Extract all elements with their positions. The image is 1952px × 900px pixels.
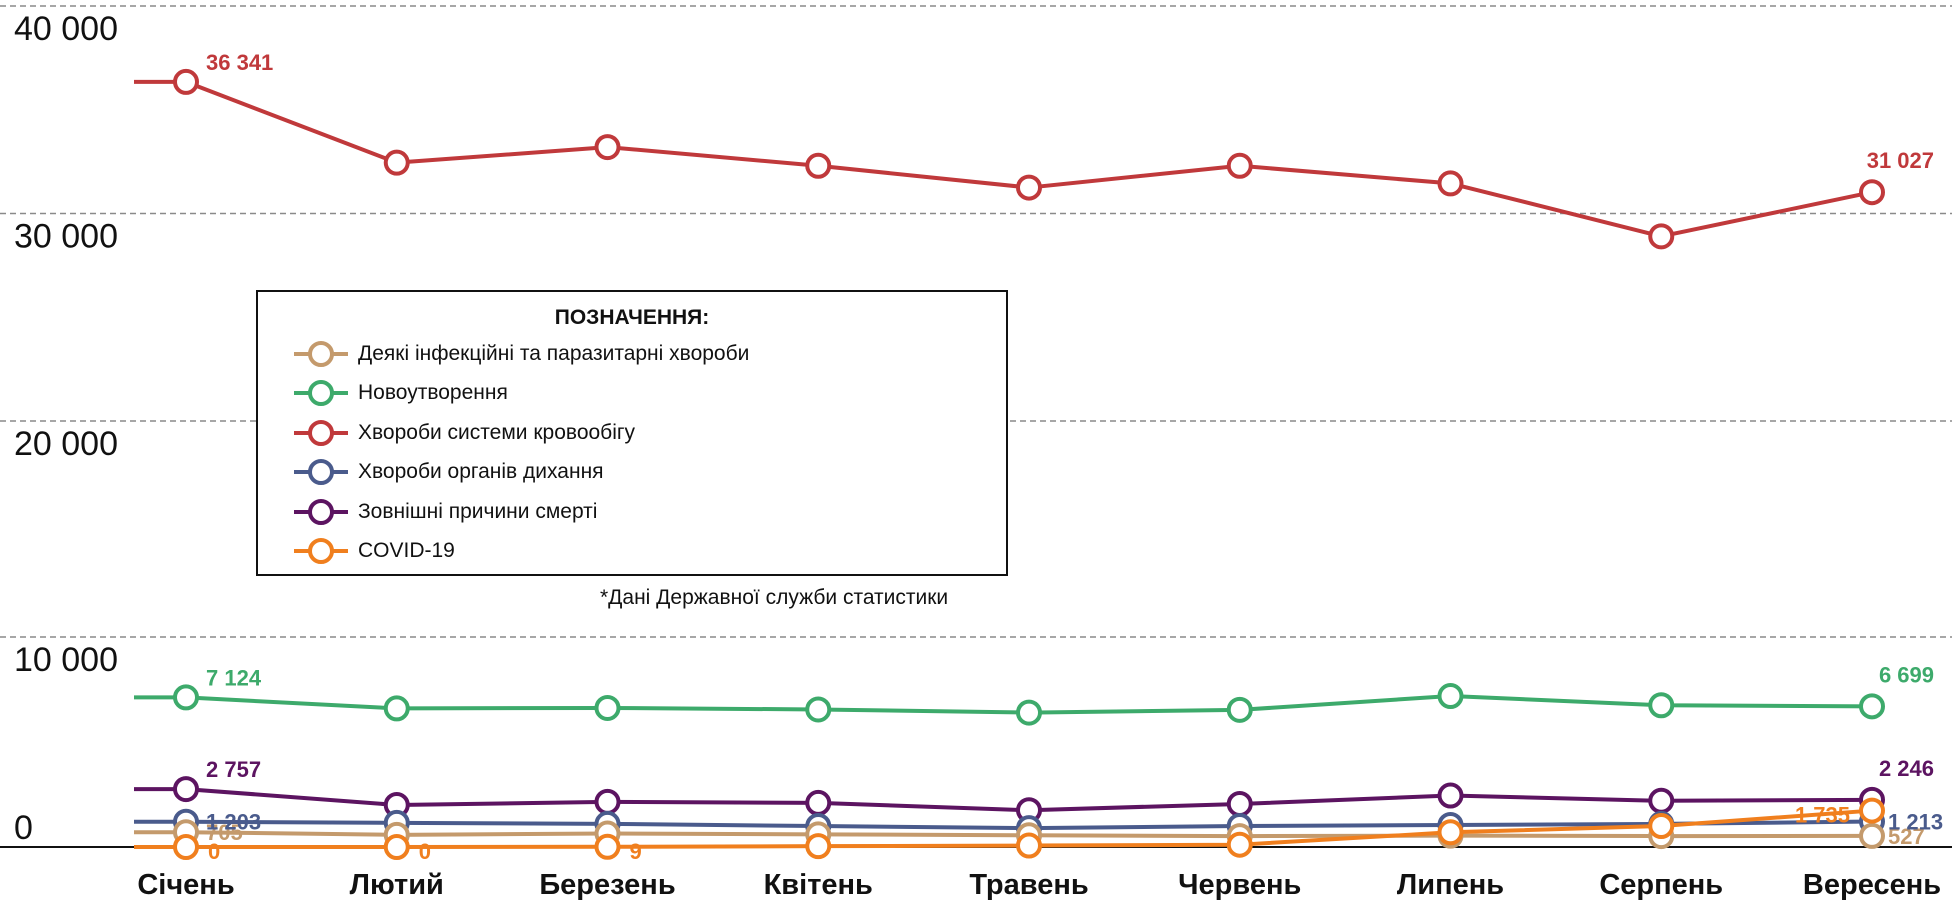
data-point [383,149,410,176]
data-point [594,694,621,721]
legend-label: Хвороби органів дихання [358,460,604,484]
data-point [805,833,832,860]
series-2 [134,683,1885,726]
legend-item: Хвороби органів дихання [258,453,1006,493]
data-label: 1 203 [206,810,261,835]
series-line [134,694,1873,715]
data-point [805,152,832,179]
x-tick-label: Вересень [1803,869,1941,900]
source-note: *Дані Державної служби статистики [600,586,949,609]
x-axis-ticks: Січень Лютий Березень Квітень Травень Червень… [137,869,1941,900]
series-line [134,79,1873,239]
series-line [134,808,1873,849]
x-tick-label: Липень [1397,869,1504,900]
data-point [1437,819,1464,846]
legend-label: COVID-19 [358,539,455,563]
data-label: 6 699 [1879,662,1934,687]
legend-marker-icon [294,538,348,565]
x-tick-label: Січень [137,869,234,900]
data-point [173,834,199,860]
series-line [134,819,1873,831]
data-label: 1 213 [1888,810,1943,835]
series-6 [134,797,1885,860]
series-line [134,830,1873,839]
data-point [1859,797,1885,824]
data-point [1648,692,1675,719]
data-label: 7 124 [206,665,262,690]
data-point [173,684,199,711]
y-axis-ticks: 40 000 30 000 20 000 10 000 0 [14,10,118,847]
legend-label: Зовнішні причини смерті [358,499,598,523]
data-point [383,834,410,860]
series-5 [134,776,1885,824]
series-layer [134,68,1885,860]
legend-marker-icon [294,459,348,486]
data-point [1226,831,1253,858]
data-label: 705 [206,820,243,845]
data-label: 527 [1888,824,1925,849]
x-tick-label: Травень [969,869,1088,900]
legend-item: Хвороби системи кровообігу [258,413,1006,453]
y-tick-label: 20 000 [14,425,118,463]
y-tick-label: 30 000 [14,218,118,256]
data-point [1437,170,1464,197]
legend-label: Деякі інфекційні та паразитарні хвороби [358,341,750,365]
legend-label: Новоутворення [358,381,508,405]
legend-marker-icon [294,340,348,367]
data-point [594,833,621,860]
legend: ПОЗНАЧЕННЯ: Деякі інфекційні та паразита… [256,290,1008,576]
x-tick-label: Квітень [764,869,873,900]
data-point [1226,696,1253,723]
data-label: 9 [630,839,642,864]
y-tick-label: 40 000 [14,10,118,48]
data-point [173,776,199,803]
data-point [1648,813,1675,839]
data-point [805,789,832,816]
data-point [594,788,621,815]
legend-item: Новоутворення [258,374,1006,414]
legend-marker-icon [294,380,348,407]
data-point [1016,832,1042,859]
data-point [1437,782,1464,809]
data-point [805,696,832,723]
data-label: 2 246 [1879,756,1934,781]
data-point [1859,822,1885,849]
series-line [134,787,1873,813]
legend-marker-icon [294,498,348,525]
legend-title: ПОЗНАЧЕННЯ: [554,306,710,329]
data-point [173,68,199,95]
data-point [1648,787,1675,814]
data-label: 0 [208,839,220,864]
data-point [1016,174,1042,201]
data-point [1226,790,1253,817]
data-point [1859,179,1885,206]
data-point [1437,683,1464,710]
data-labels: 705 527 7 124 6 699 36 341 31 027 1 203 1 213 2 … [206,50,1943,864]
data-point [594,134,621,161]
x-tick-label: Серпень [1599,869,1723,900]
data-point [1016,699,1042,726]
series-3 [134,68,1885,250]
data-label: 1 735 [1795,803,1850,828]
data-point [1226,152,1253,179]
data-label: 31 027 [1867,148,1934,173]
legend-marker-icon [294,419,348,446]
legend-item: COVID-19 [258,532,1006,572]
data-point [1859,693,1885,720]
legend-item: Зовнішні причини смерті [258,492,1006,532]
data-label: 0 [419,839,431,864]
x-tick-label: Лютий [350,869,444,900]
data-point [383,695,410,722]
x-tick-label: Березень [539,869,675,900]
y-tick-label: 0 [14,809,33,847]
data-label: 2 757 [206,757,261,782]
legend-label: Хвороби системи кровообігу [358,420,636,444]
y-tick-label: 10 000 [14,641,118,679]
data-point [1648,223,1675,250]
data-label: 36 341 [206,50,273,75]
x-tick-label: Червень [1178,869,1301,900]
legend-item: Деякі інфекційні та паразитарні хвороби [258,334,1006,374]
